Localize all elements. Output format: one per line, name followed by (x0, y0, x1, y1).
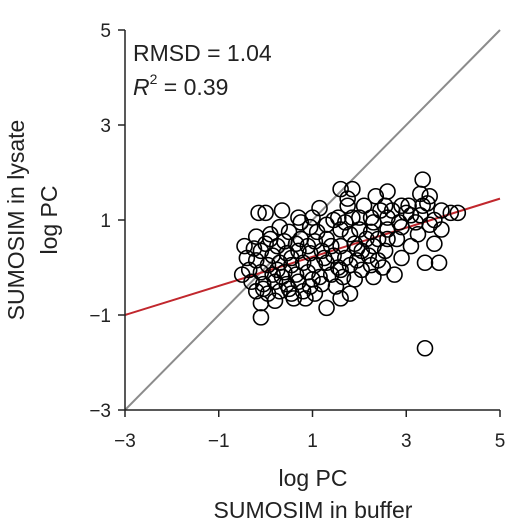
stat-rmsd: RMSD = 1.04 (133, 40, 272, 66)
data-point (311, 268, 328, 286)
x-axis-title-line2: SUMOSIM in buffer (214, 497, 413, 523)
data-point (266, 292, 284, 310)
data-point (365, 268, 382, 286)
data-point (233, 266, 251, 283)
data-point (292, 214, 310, 231)
data-point (362, 223, 380, 241)
stat-r2-value: = 0.39 (157, 74, 228, 100)
y-axis-title-line1: SUMOSIM in lysate (3, 120, 29, 321)
data-point (264, 266, 281, 283)
data-point (414, 197, 431, 215)
regression-line (124, 197, 501, 316)
data-point (273, 202, 291, 219)
data-point (339, 197, 356, 215)
data-point (236, 237, 253, 255)
data-point (400, 197, 417, 215)
data-point (318, 299, 335, 317)
y-tick-label: 3 (100, 116, 111, 137)
y-tick-label: −3 (89, 401, 111, 422)
data-point (341, 285, 359, 302)
data-point (430, 254, 448, 272)
data-point (250, 204, 267, 222)
x-tick-label: 3 (401, 431, 412, 452)
data-point (247, 282, 265, 300)
data-point (426, 235, 443, 253)
y-tick-label: 1 (100, 211, 111, 232)
x-tick-label: 5 (495, 431, 506, 452)
data-point (257, 235, 274, 253)
y-tick-label: 5 (100, 21, 111, 42)
x-tick-label: −3 (114, 431, 136, 452)
data-point (271, 218, 288, 236)
stat-r2-symbol: R (133, 74, 150, 100)
data-point (308, 223, 326, 241)
data-point (449, 204, 467, 222)
data-point (337, 214, 354, 231)
stat-r2-exponent: 2 (150, 71, 158, 87)
data-point (322, 266, 340, 283)
data-point (421, 216, 438, 234)
data-point (344, 180, 361, 198)
data-point (252, 263, 270, 281)
data-point (379, 230, 396, 248)
data-point (393, 249, 410, 267)
data-point (304, 271, 321, 288)
ticks: −3 −1 1 3 5 −3 −1 1 3 5 (89, 21, 505, 452)
data-point (252, 309, 270, 326)
data-point (414, 171, 431, 188)
y-tick-label: −1 (89, 306, 111, 327)
data-point (372, 202, 389, 219)
data-point (325, 211, 342, 229)
data-point (254, 280, 272, 298)
data-point (257, 204, 274, 222)
data-point (416, 254, 434, 272)
data-point (269, 261, 286, 279)
data-point (339, 190, 356, 207)
data-point (416, 339, 434, 357)
y-axis-title-line2: log PC (36, 185, 62, 254)
data-point (341, 225, 359, 243)
data-point (287, 235, 305, 253)
data-point (315, 249, 333, 267)
data-point (402, 237, 420, 255)
x-tick-label: −1 (208, 431, 230, 452)
data-point (332, 261, 349, 279)
data-point (348, 240, 366, 257)
data-point (388, 230, 406, 248)
data-point (262, 230, 279, 248)
data-point (369, 252, 387, 269)
data-point (379, 221, 396, 238)
data-point (299, 237, 317, 255)
data-point (412, 206, 429, 224)
data-point (297, 290, 314, 307)
data-point (386, 266, 403, 283)
data-points (233, 171, 467, 357)
stat-r2: R2 = 0.39 (133, 71, 228, 100)
data-point (327, 278, 345, 295)
x-tick-label: 1 (307, 431, 318, 452)
data-point (332, 290, 349, 307)
data-point (245, 240, 263, 257)
data-point (433, 221, 450, 238)
data-point (355, 197, 373, 215)
x-axis-title-line1: log PC (278, 465, 347, 491)
data-point (442, 204, 460, 222)
data-point (285, 290, 303, 307)
